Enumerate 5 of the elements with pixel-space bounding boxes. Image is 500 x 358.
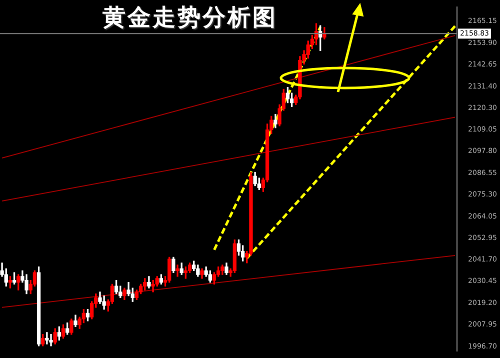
chart-title: 黄金走势分析图 bbox=[102, 3, 278, 33]
candlestick bbox=[49, 334, 53, 346]
candlestick bbox=[176, 264, 180, 277]
candlestick bbox=[151, 280, 155, 292]
candlestick bbox=[45, 332, 49, 344]
